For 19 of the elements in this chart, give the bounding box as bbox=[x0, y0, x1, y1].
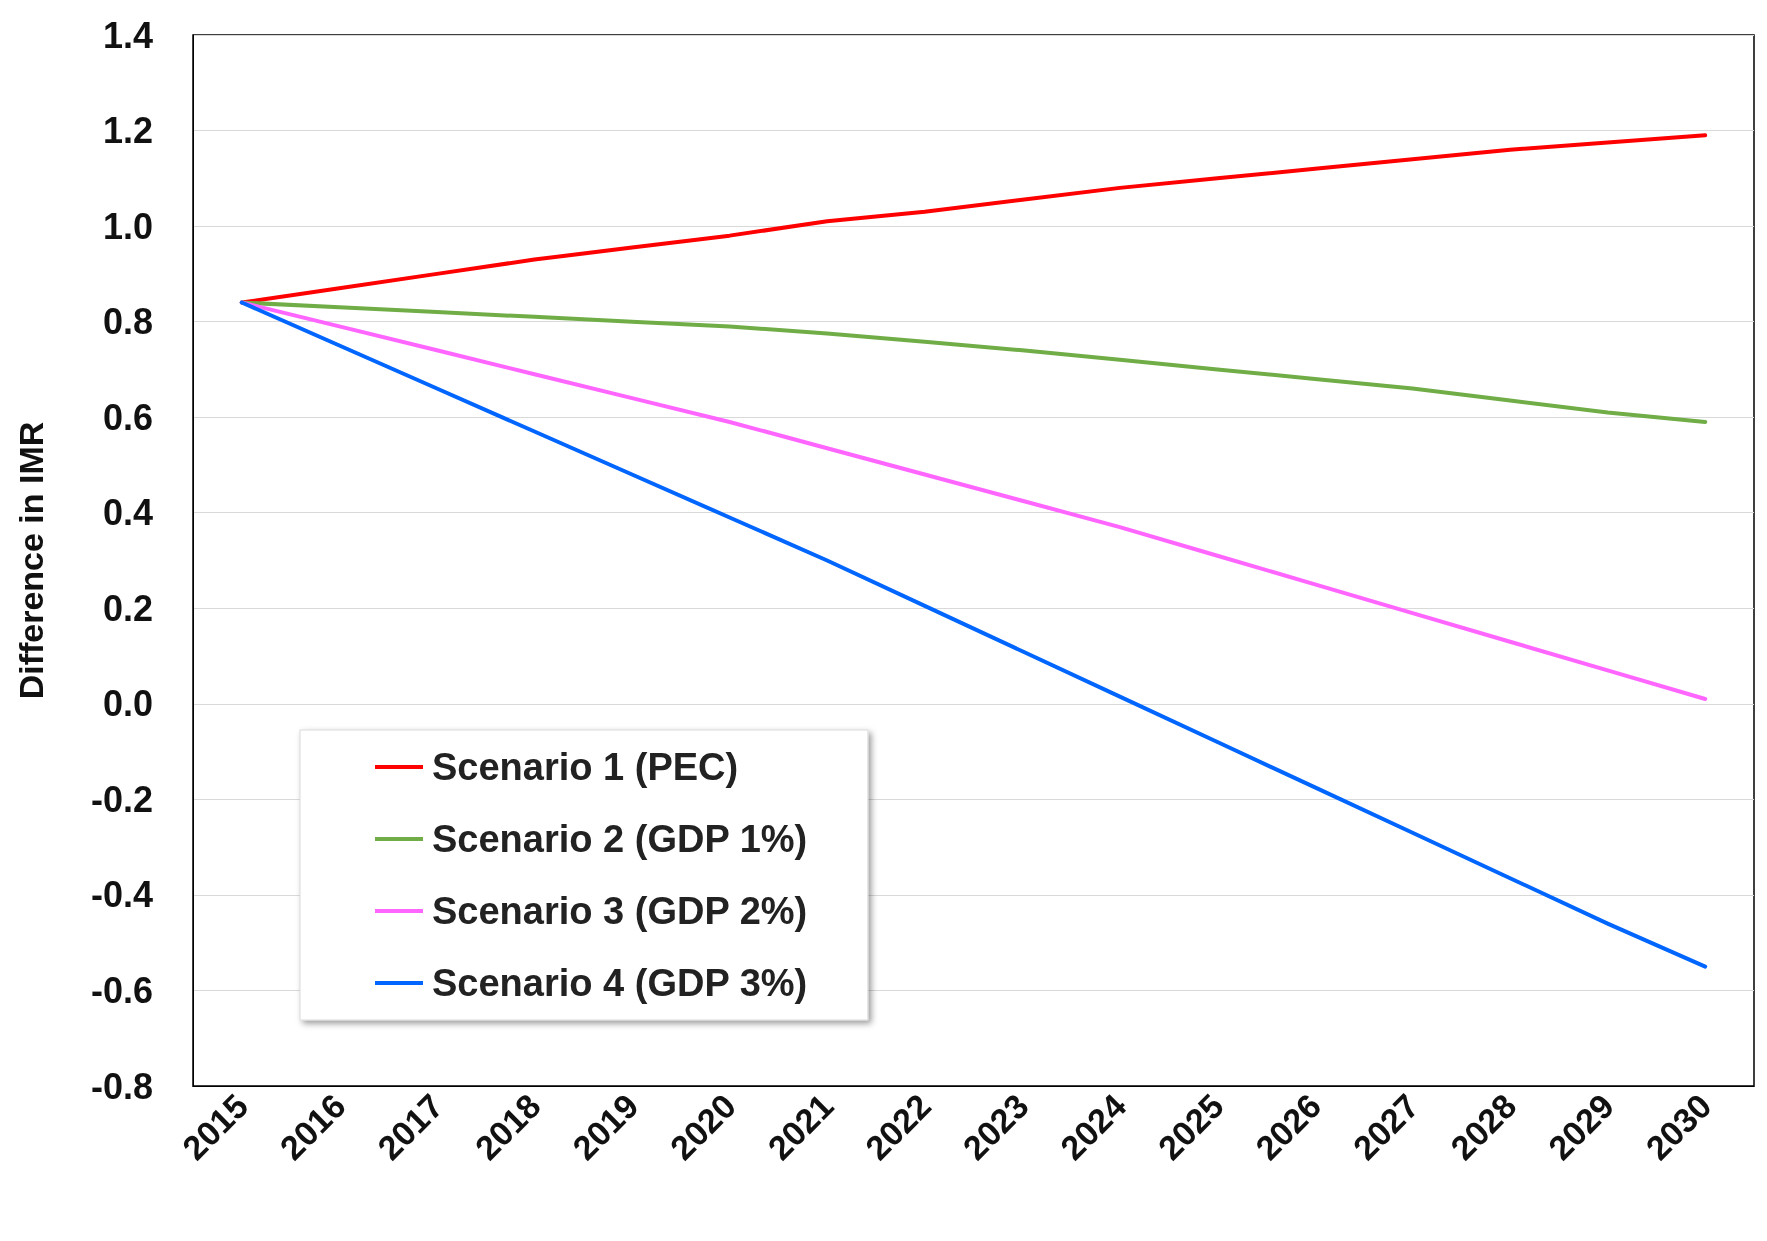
y-tick-label: 1.2 bbox=[102, 110, 153, 152]
y-tick-label: 0.2 bbox=[102, 587, 153, 629]
legend-label: Scenario 4 (GDP 3%) bbox=[432, 962, 808, 1004]
y-tick-label: 1.0 bbox=[102, 205, 153, 247]
y-tick-label: -0.2 bbox=[90, 778, 153, 820]
y-axis-title: Difference in IMR bbox=[12, 421, 50, 700]
y-tick-label: 0.0 bbox=[102, 683, 153, 725]
legend-label: Scenario 1 (PEC) bbox=[432, 746, 739, 788]
y-tick-label: -0.6 bbox=[90, 969, 153, 1011]
line-series bbox=[239, 300, 1708, 969]
y-tick-label: 0.4 bbox=[102, 492, 153, 534]
y-tick-label: 0.8 bbox=[102, 301, 153, 343]
legend-label: Scenario 3 (GDP 2%) bbox=[432, 890, 808, 932]
y-tick-label: -0.8 bbox=[90, 1065, 153, 1107]
y-tick-label: -0.4 bbox=[90, 874, 153, 916]
y-tick-label: 0.6 bbox=[102, 396, 153, 438]
y-tick-label: 1.4 bbox=[102, 14, 153, 56]
line-series bbox=[239, 133, 1708, 305]
legend-label: Scenario 2 (GDP 1%) bbox=[432, 818, 808, 860]
